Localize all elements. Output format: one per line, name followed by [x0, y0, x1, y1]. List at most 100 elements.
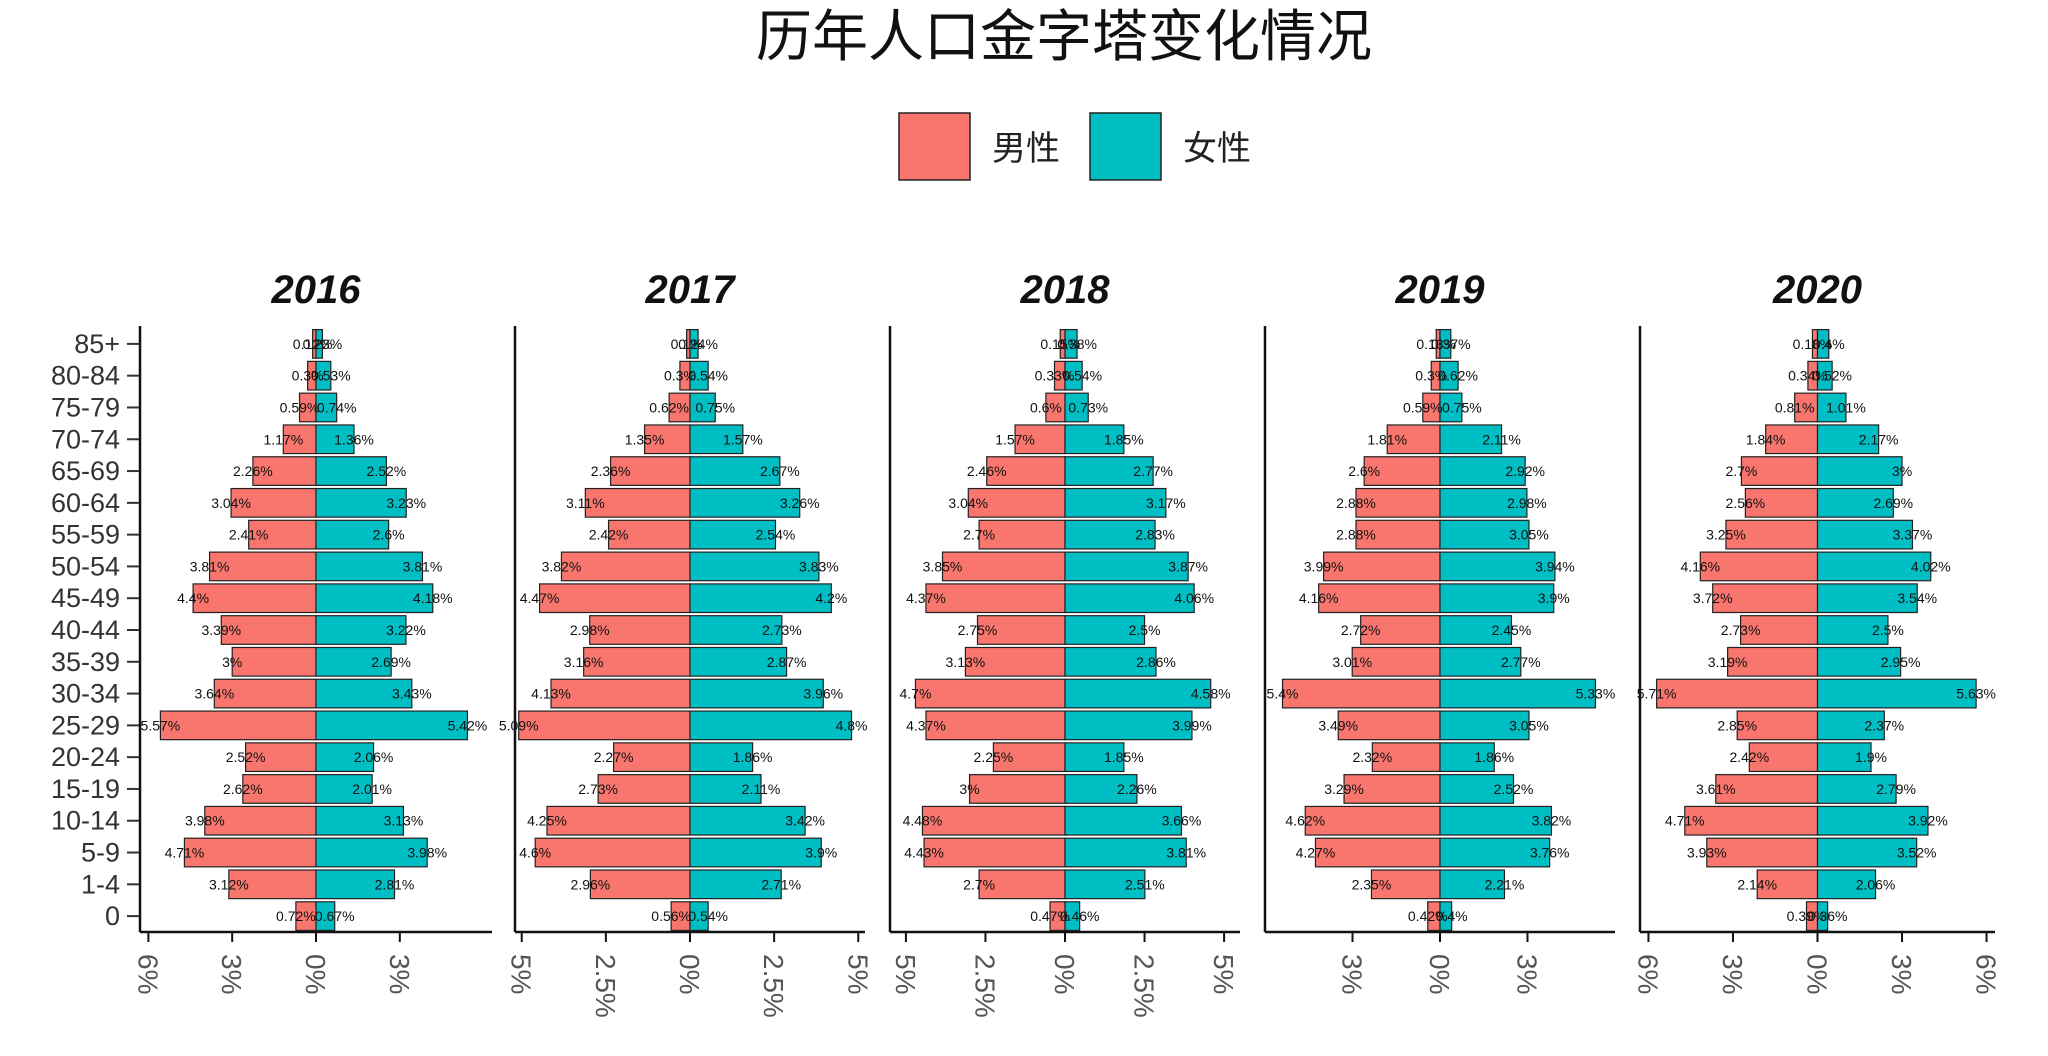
- bar-male: [597, 774, 691, 804]
- bar-female: [1064, 646, 1157, 677]
- bar-female: [1439, 805, 1553, 836]
- bar-label-female: 4.8%: [836, 717, 868, 733]
- bar-label-female: 0.24%: [678, 336, 718, 352]
- bar-female: [1064, 519, 1156, 550]
- bar-male: [1343, 774, 1441, 804]
- bar-label-male: 0.62%: [649, 399, 689, 415]
- y-tick-label: 60-64: [51, 488, 120, 518]
- bar-female: [315, 487, 407, 518]
- bar-female: [1816, 392, 1847, 423]
- bar-label-female: 2.67%: [760, 463, 800, 479]
- bar-male: [643, 424, 691, 455]
- bar-female: [1064, 615, 1146, 645]
- bar-label-male: 4.62%: [1285, 813, 1325, 829]
- legend-swatch-female: [1089, 112, 1162, 181]
- y-tick-label: 35-39: [51, 647, 120, 677]
- bar-male: [248, 519, 317, 550]
- bar-label-female: 3.83%: [799, 558, 839, 574]
- bar-male: [1355, 487, 1441, 518]
- bar-female: [1064, 869, 1146, 900]
- bar-male: [968, 774, 1066, 804]
- bar-label-male: 0.6%: [1030, 399, 1062, 415]
- bar-male: [1323, 551, 1441, 582]
- bar-label-male: 4.4%: [177, 590, 209, 606]
- bar-label-male: 2.32%: [1352, 749, 1392, 765]
- bar-label-male: 5.57%: [141, 717, 181, 733]
- bar-female: [315, 328, 324, 359]
- bar-label-female: 3.9%: [1538, 590, 1570, 606]
- bar-male: [282, 424, 317, 455]
- bar-female: [1816, 328, 1830, 359]
- bar-male: [1355, 519, 1441, 550]
- bar-male: [941, 551, 1066, 582]
- bar-female: [1816, 583, 1918, 614]
- bar-label-female: 4.18%: [413, 590, 453, 606]
- bar-label-female: 2.87%: [767, 654, 807, 670]
- bar-female: [315, 583, 434, 614]
- bar-label-male: 0.15%: [1040, 336, 1080, 352]
- bar-female: [1064, 774, 1138, 804]
- bar-female: [315, 615, 407, 645]
- y-tick-label: 85+: [74, 329, 120, 359]
- bar-label-female: 2.37%: [1864, 717, 1904, 733]
- bar-label-female: 3.66%: [1162, 813, 1202, 829]
- x-tick-label: 6%: [132, 954, 163, 994]
- bar-female: [1439, 551, 1556, 582]
- bar-male: [1360, 615, 1441, 645]
- bar-female: [315, 869, 396, 900]
- bar-male: [213, 678, 317, 709]
- bar-female: [315, 646, 392, 677]
- bar-male: [1739, 615, 1819, 645]
- bar-label-female: 0.74%: [317, 399, 357, 415]
- bar-female: [689, 424, 744, 455]
- bar-label-male: 3.04%: [948, 495, 988, 511]
- bar-label-male: 3.99%: [1304, 558, 1344, 574]
- bar-female: [689, 774, 762, 804]
- bar-male: [925, 583, 1066, 614]
- bar-label-female: 0.23%: [303, 336, 343, 352]
- x-tick-label: 5%: [506, 954, 537, 994]
- y-tick-label: 55-59: [51, 520, 120, 550]
- x-tick-label: 0%: [1049, 954, 1080, 994]
- bar-male: [159, 710, 317, 741]
- bar-female: [315, 837, 428, 868]
- bar-female: [315, 901, 336, 932]
- y-tick-label: 5-9: [81, 838, 120, 868]
- bar-label-female: 0.75%: [1442, 399, 1482, 415]
- bar-female: [1064, 424, 1125, 455]
- bar-label-male: 2.14%: [1737, 876, 1777, 892]
- bar-female: [689, 392, 716, 423]
- bar-female: [1439, 678, 1597, 709]
- bar-label-male: 4.43%: [904, 845, 944, 861]
- bar-female: [1064, 456, 1154, 486]
- bar-label-female: 1.9%: [1855, 749, 1887, 765]
- bar-female: [689, 805, 806, 836]
- bar-label-male: 4.71%: [1665, 813, 1705, 829]
- bar-label-male: 0.72%: [276, 908, 316, 924]
- bar-male: [1337, 710, 1441, 741]
- panel-2018: 2018 0.15%0.38% 0.33%0.54%0.6% 0.73% 1.57% 1.…: [888, 268, 1240, 1018]
- bar-female: [689, 551, 820, 582]
- bar-label-female: 1.57%: [723, 431, 763, 447]
- x-tick-label: 3%: [1337, 954, 1368, 994]
- bar-label-male: 3.81%: [190, 558, 230, 574]
- x-tick-label: 5%: [842, 954, 873, 994]
- bar-label-female: 1.86%: [1474, 749, 1514, 765]
- bar-female: [1816, 424, 1880, 455]
- x-tick-label: 5%: [890, 954, 921, 994]
- bar-label-male: 1.81%: [1367, 431, 1407, 447]
- bar-male: [546, 805, 691, 836]
- bar-label-female: 3.98%: [407, 845, 447, 861]
- bar-female: [1064, 901, 1081, 932]
- bar-label-male: 2.72%: [1341, 622, 1381, 638]
- bar-label-female: 3.96%: [803, 686, 843, 702]
- y-tick-label: 75-79: [51, 392, 120, 422]
- legend-label-female: 女性: [1183, 129, 1251, 169]
- bar-male: [1370, 869, 1441, 900]
- bar-label-female: 4.2%: [815, 590, 847, 606]
- bar-label-male: 2.96%: [571, 876, 611, 892]
- bar-male: [613, 742, 691, 773]
- bar-male: [538, 583, 691, 614]
- panel-title: 2016: [271, 268, 362, 312]
